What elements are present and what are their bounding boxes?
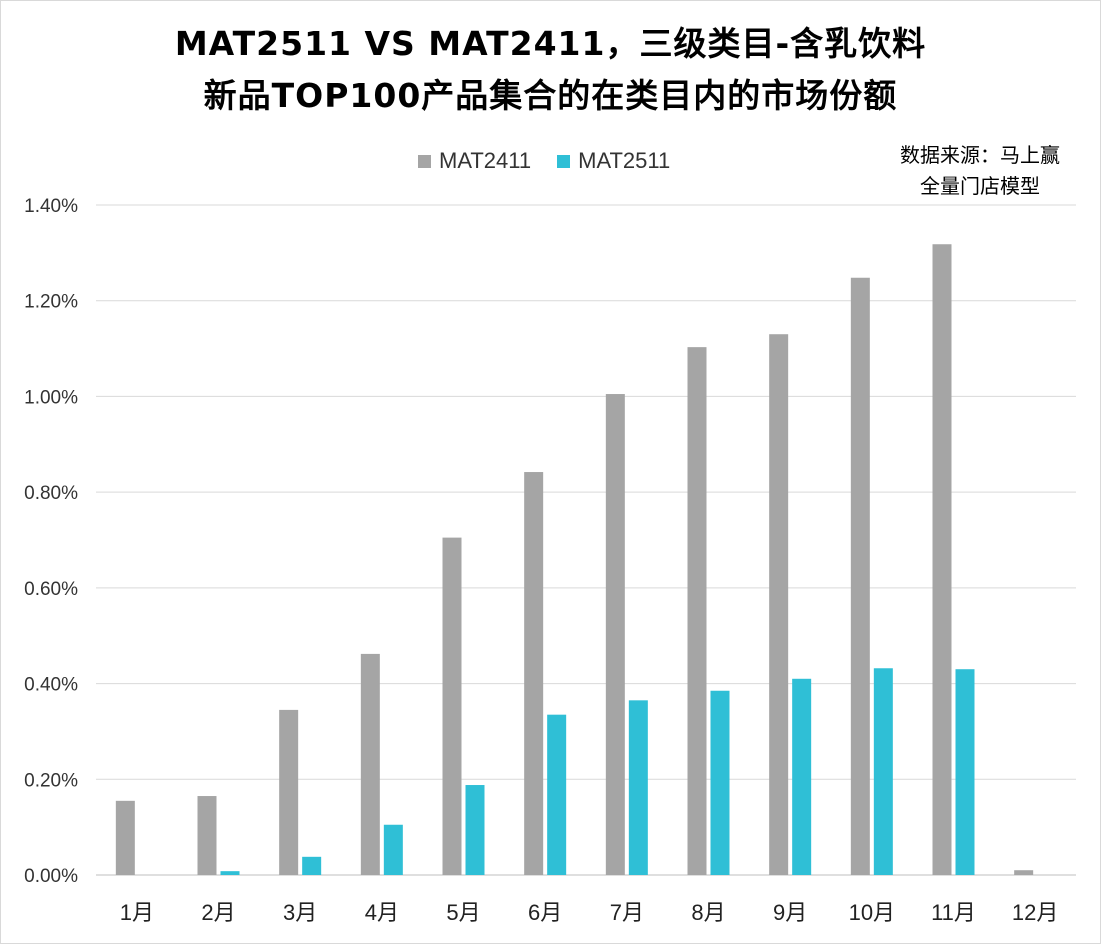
x-tick-label: 8月	[691, 900, 725, 925]
y-tick-label: 0.80%	[24, 483, 78, 504]
bar-mat2411-5	[442, 537, 462, 875]
y-tick-label: 1.40%	[24, 196, 78, 217]
x-tick-label: 10月	[849, 900, 895, 925]
chart-title: MAT2511 VS MAT2411，三级类目-含乳饮料	[174, 24, 927, 63]
bar-mat2511-10	[873, 668, 893, 875]
x-tick-label: 11月	[931, 900, 976, 925]
bar-mat2411-2	[197, 796, 217, 875]
bar-mat2411-11	[932, 244, 952, 875]
bar-mat2411-3	[279, 709, 299, 875]
bar-mat2511-11	[955, 669, 975, 875]
chart-title-block: MAT2511 VS MAT2411，三级类目-含乳饮料 新品TOP100产品集…	[0, 18, 1101, 122]
bar-mat2411-12	[1014, 870, 1034, 875]
x-tick-label: 12月	[1012, 900, 1058, 925]
y-axis: 0.00% 0.20% 0.40% 0.60% 0.80% 1.00% 1.20% 1.40%	[24, 196, 78, 887]
bar-mat2411-4	[360, 653, 380, 875]
gridlines	[96, 204, 1076, 876]
legend-swatch-mat2511	[557, 154, 571, 168]
x-tick-label: 1月	[120, 900, 154, 925]
bar-mat2411-7	[605, 394, 625, 875]
bar-mat2511-3	[302, 856, 322, 875]
bar-mat2411-10	[850, 277, 870, 875]
y-tick-label: 1.00%	[24, 387, 78, 408]
source-line-1: 数据来源：马上赢	[900, 143, 1060, 167]
x-tick-label: 2月	[201, 900, 235, 925]
legend-item-mat2511: MAT2511	[557, 148, 670, 174]
x-tick-label: 9月	[773, 900, 807, 925]
legend-swatch-mat2411	[418, 154, 431, 168]
bar-mat2511-4	[383, 824, 403, 875]
bar-mat2511-5	[465, 785, 485, 875]
bar-mat2411-1	[115, 800, 135, 875]
bar-mat2511-7	[628, 700, 648, 875]
chart-legend: MAT2411 MAT2511	[418, 146, 696, 176]
bar-mat2511-2	[220, 871, 240, 875]
chart-subtitle: 新品TOP100产品集合的在类目内的市场份额	[203, 76, 898, 115]
x-tick-label: 3月	[283, 900, 317, 925]
y-tick-label: 0.20%	[24, 770, 78, 791]
bar-mat2411-8	[687, 347, 707, 875]
bar-mat2511-8	[710, 690, 730, 875]
legend-label-mat2411: MAT2411	[439, 148, 532, 173]
x-tick-label: 7月	[610, 900, 644, 925]
x-tick-label: 6月	[528, 900, 562, 925]
x-tick-label: 4月	[365, 900, 399, 925]
x-tick-label: 5月	[446, 900, 480, 925]
bar-mat2511-6	[547, 714, 567, 875]
bar-mat2411-9	[769, 334, 789, 875]
bar-mat2511-9	[792, 678, 812, 875]
source-note: 数据来源：马上赢 全量门店模型	[860, 140, 1100, 202]
x-axis: 1月 2月 3月 4月 5月 6月 7月 8月 9月 10月 11月 12月	[120, 900, 1059, 925]
bars	[115, 244, 1034, 875]
legend-label-mat2511: MAT2511	[578, 148, 671, 173]
bar-mat2411-6	[524, 472, 544, 875]
y-tick-label: 0.00%	[24, 866, 78, 887]
source-line-2: 全量门店模型	[920, 174, 1040, 198]
y-tick-label: 0.40%	[24, 675, 78, 696]
legend-item-mat2411: MAT2411	[418, 148, 531, 174]
y-tick-label: 1.20%	[24, 292, 78, 313]
y-tick-label: 0.60%	[24, 579, 78, 600]
